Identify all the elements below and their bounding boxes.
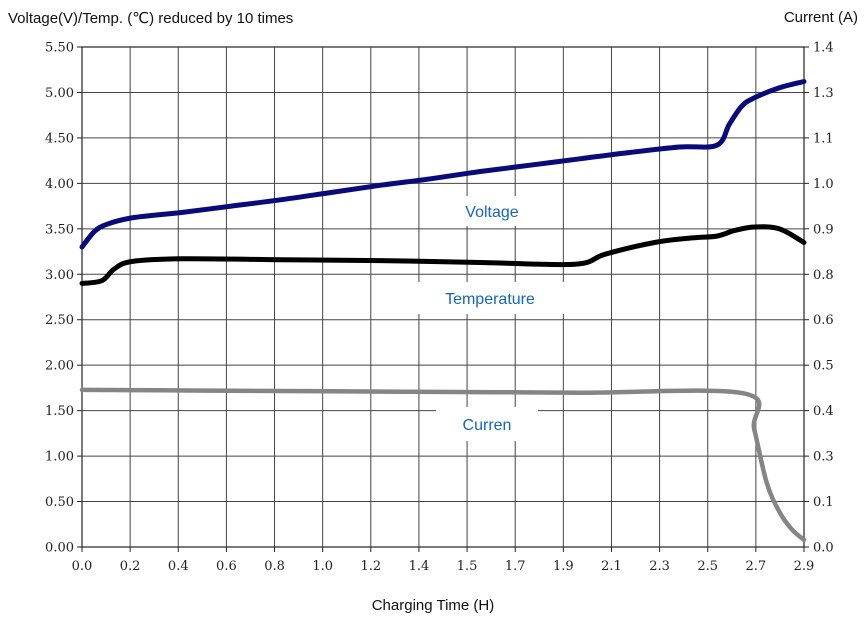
y-right-tick-label: 0.8 (813, 268, 834, 283)
y-left-tick-label: 2.50 (45, 313, 74, 328)
left-axis-title: Voltage(V)/Temp. (℃) reduced by 10 times (8, 10, 294, 27)
x-axis-title: Charging Time (H) (371, 597, 495, 614)
voltage-label: Voltage (465, 204, 518, 221)
x-tick-label: 0.4 (168, 559, 189, 574)
x-tick-label: 2.1 (601, 559, 622, 574)
y-right-tick-label: 0.5 (813, 359, 834, 374)
temperature-line (79, 224, 807, 286)
y-right-tick-label: 0.0 (813, 541, 834, 556)
x-tick-label: 1.4 (409, 559, 430, 574)
x-tick-label: 0.8 (264, 559, 285, 574)
voltage-label-box (432, 196, 552, 226)
y-right-tick-label: 0.1 (813, 495, 834, 510)
x-tick-label: 0.2 (120, 559, 141, 574)
x-tick-label: 0.6 (216, 559, 237, 574)
y-right-tick-label: 1.4 (813, 41, 834, 56)
y-left-tick-label: 4.00 (45, 177, 74, 192)
y-left-tick-label: 3.50 (45, 222, 74, 237)
y-left-tick-label: 0.00 (45, 541, 74, 556)
y-left-tick-label: 3.00 (45, 268, 74, 283)
y-left-tick-label: 4.50 (45, 131, 74, 146)
y-right-tick-label: 1.3 (813, 86, 834, 101)
x-tick-label: 1.2 (360, 559, 381, 574)
x-tick-label: 1.9 (553, 559, 574, 574)
x-tick-label: 1.0 (312, 559, 333, 574)
y-left-tick-label: 1.00 (45, 450, 74, 465)
x-tick-label: 2.9 (794, 559, 815, 574)
y-left-tick-label: 5.00 (45, 86, 74, 101)
y-left-tick-label: 0.50 (45, 495, 74, 510)
current-label: Curren (463, 417, 512, 434)
curren-line (79, 387, 807, 543)
current-label-box (436, 407, 538, 441)
x-tick-label: 1.5 (457, 559, 478, 574)
temperature-label: Temperature (445, 291, 535, 308)
y-right-tick-label: 0.9 (813, 222, 834, 237)
x-tick-label: 2.3 (649, 559, 670, 574)
y-left-tick-label: 5.50 (45, 41, 74, 56)
voltage-line (79, 79, 807, 250)
y-right-tick-label: 1.1 (813, 131, 834, 146)
x-tick-label: 2.7 (746, 559, 767, 574)
x-tick-label: 0.0 (72, 559, 93, 574)
plot-frame (81, 46, 805, 548)
temperature-label-box (415, 282, 565, 314)
y-left-tick-label: 2.00 (45, 359, 74, 374)
x-tick-label: 2.5 (697, 559, 718, 574)
x-tick-label: 1.7 (505, 559, 526, 574)
y-right-tick-label: 0.4 (813, 404, 834, 419)
y-left-tick-label: 1.50 (45, 404, 74, 419)
y-right-tick-label: 0.6 (813, 313, 834, 328)
y-right-tick-label: 1.0 (813, 177, 834, 192)
y-right-tick-label: 0.3 (813, 450, 834, 465)
right-axis-title: Current (A) (783, 9, 858, 26)
